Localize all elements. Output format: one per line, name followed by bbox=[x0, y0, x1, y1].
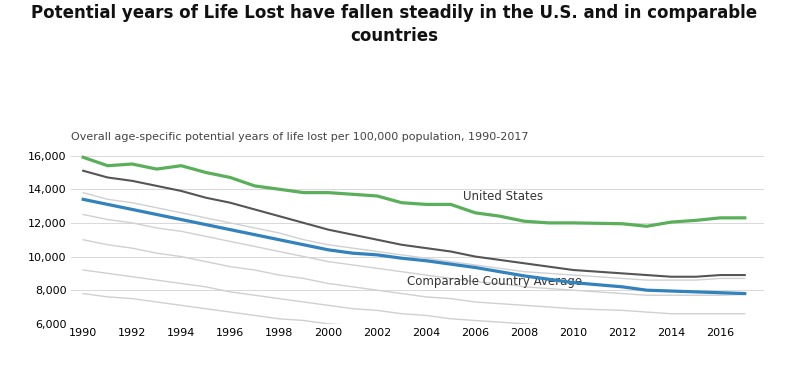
Text: Overall age-specific potential years of life lost per 100,000 population, 1990-2: Overall age-specific potential years of … bbox=[71, 132, 529, 142]
Text: Comparable Country Average: Comparable Country Average bbox=[407, 275, 582, 288]
Text: United States: United States bbox=[463, 190, 543, 204]
Text: Potential years of Life Lost have fallen steadily in the U.S. and in comparable
: Potential years of Life Lost have fallen… bbox=[31, 4, 757, 45]
